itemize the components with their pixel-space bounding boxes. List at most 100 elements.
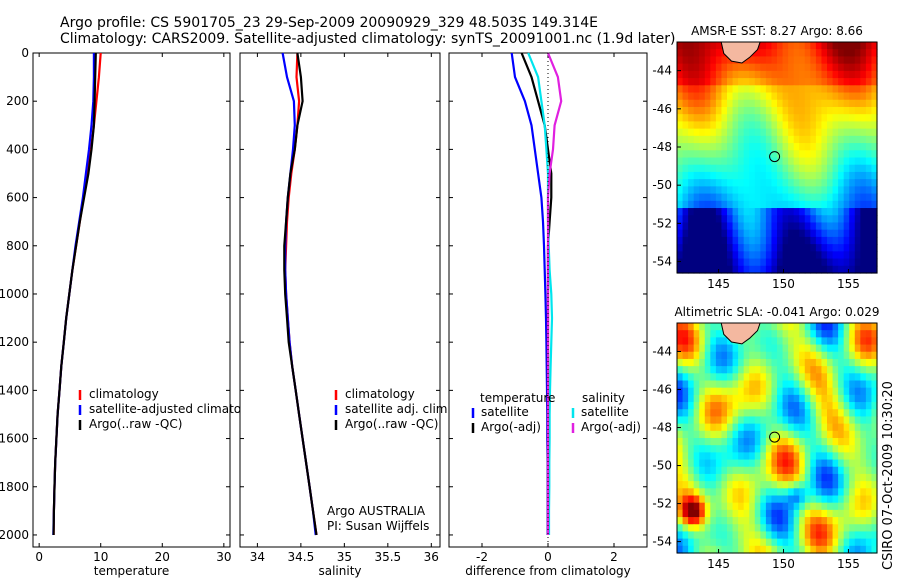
heatmap-cell: [727, 394, 734, 403]
heatmap-cell: [749, 208, 756, 216]
heatmap-cell: [682, 92, 689, 101]
heatmap-cell: [765, 150, 773, 159]
heatmap-cell: [849, 63, 856, 72]
heatmap-cell: [810, 49, 817, 58]
heatmap-cell: [799, 351, 806, 360]
heatmap-cell: [854, 473, 861, 482]
heatmap-cell: [743, 265, 750, 274]
x-axis-label: temperature: [94, 564, 169, 578]
heatmap-cell: [843, 92, 850, 101]
heatmap-cell: [688, 222, 695, 231]
heatmap-cell: [738, 545, 745, 554]
heatmap-cell: [843, 251, 850, 260]
heatmap-cell: [782, 466, 789, 475]
heatmap-cell: [788, 114, 795, 123]
heatmap-cell: [777, 121, 784, 130]
heatmap-cell: [710, 258, 717, 267]
heatmap-cell: [688, 78, 695, 86]
heatmap-cell: [788, 106, 795, 115]
heatmap-cell: [704, 330, 711, 338]
heatmap-cell: [821, 244, 828, 252]
heatmap-cell: [732, 481, 739, 489]
heatmap-cell: [738, 193, 745, 202]
heatmap-cell: [715, 164, 723, 173]
heatmap-cell: [860, 258, 867, 267]
heatmap-cell: [732, 531, 739, 540]
heatmap-cell: [860, 366, 867, 374]
heatmap-cell: [777, 351, 784, 360]
heatmap-cell: [704, 337, 711, 346]
heatmap-cell: [827, 106, 834, 115]
heatmap-cell: [771, 258, 778, 267]
heatmap-cell: [810, 466, 817, 475]
heatmap-cell: [765, 171, 773, 180]
heatmap-cell: [704, 380, 711, 389]
heatmap-cell: [871, 229, 878, 238]
heatmap-cell: [754, 106, 761, 115]
heatmap-cell: [832, 179, 839, 187]
heatmap-cell: [699, 402, 706, 410]
heatmap-cell: [838, 135, 845, 144]
heatmap-cell: [788, 56, 795, 65]
heatmap-cell: [704, 42, 711, 50]
heatmap-cell: [710, 394, 717, 403]
heatmap-cell: [793, 445, 800, 453]
heatmap-cell: [804, 171, 811, 180]
heatmap-cell: [860, 452, 867, 461]
heatmap-cell: [721, 524, 728, 533]
heatmap-cell: [771, 531, 778, 540]
heatmap-cell: [765, 358, 773, 367]
heatmap-cell: [815, 85, 823, 94]
heatmap-cell: [849, 164, 856, 173]
heatmap-cell: [765, 402, 773, 410]
heatmap-cell: [788, 121, 795, 130]
heatmap-cell: [810, 337, 817, 346]
heatmap-cell: [821, 121, 828, 130]
heatmap-cell: [771, 502, 778, 511]
heatmap-cell: [854, 49, 861, 58]
heatmap-cell: [732, 351, 739, 360]
heatmap-cell: [710, 135, 717, 144]
heatmap-cell: [765, 517, 773, 525]
heatmap-cell: [810, 394, 817, 403]
heatmap-cell: [743, 143, 750, 151]
heatmap-cell: [760, 200, 767, 209]
heatmap-cell: [810, 445, 817, 453]
heatmap-cell: [815, 430, 823, 439]
heatmap-cell: [793, 394, 800, 403]
heatmap-cell: [677, 488, 684, 497]
heatmap-cell: [754, 236, 761, 245]
heatmap-cell: [754, 438, 761, 446]
heatmap-cell: [827, 373, 834, 382]
heatmap-cell: [782, 509, 789, 518]
heatmap-cell: [860, 473, 867, 482]
heatmap-cell: [699, 366, 706, 374]
heatmap-cell: [704, 351, 711, 360]
heatmap-cell: [832, 416, 839, 425]
heatmap-cell: [771, 452, 778, 461]
heatmap-cell: [804, 452, 811, 461]
heatmap-cell: [682, 265, 689, 274]
heatmap-cell: [788, 92, 795, 101]
heatmap-cell: [865, 373, 873, 382]
heatmap-cell: [782, 430, 789, 439]
heatmap-cell: [832, 99, 839, 108]
heatmap-cell: [849, 344, 856, 353]
heatmap-cell: [799, 222, 806, 231]
heatmap-cell: [815, 409, 823, 418]
heatmap-cell: [699, 42, 706, 50]
heatmap-cell: [854, 85, 861, 94]
heatmap-cell: [849, 49, 856, 58]
heatmap-cell: [715, 179, 723, 187]
heatmap-cell: [771, 49, 778, 58]
heatmap-cell: [732, 445, 739, 453]
heatmap-cell: [699, 63, 706, 72]
heatmap-cell: [871, 481, 878, 489]
heatmap-cell: [849, 92, 856, 101]
heatmap-cell: [710, 416, 717, 425]
heatmap-cell: [693, 229, 700, 238]
heatmap-cell: [760, 236, 767, 245]
heatmap-cell: [788, 186, 795, 195]
heatmap-cell: [832, 200, 839, 209]
heatmap-cell: [832, 114, 839, 123]
